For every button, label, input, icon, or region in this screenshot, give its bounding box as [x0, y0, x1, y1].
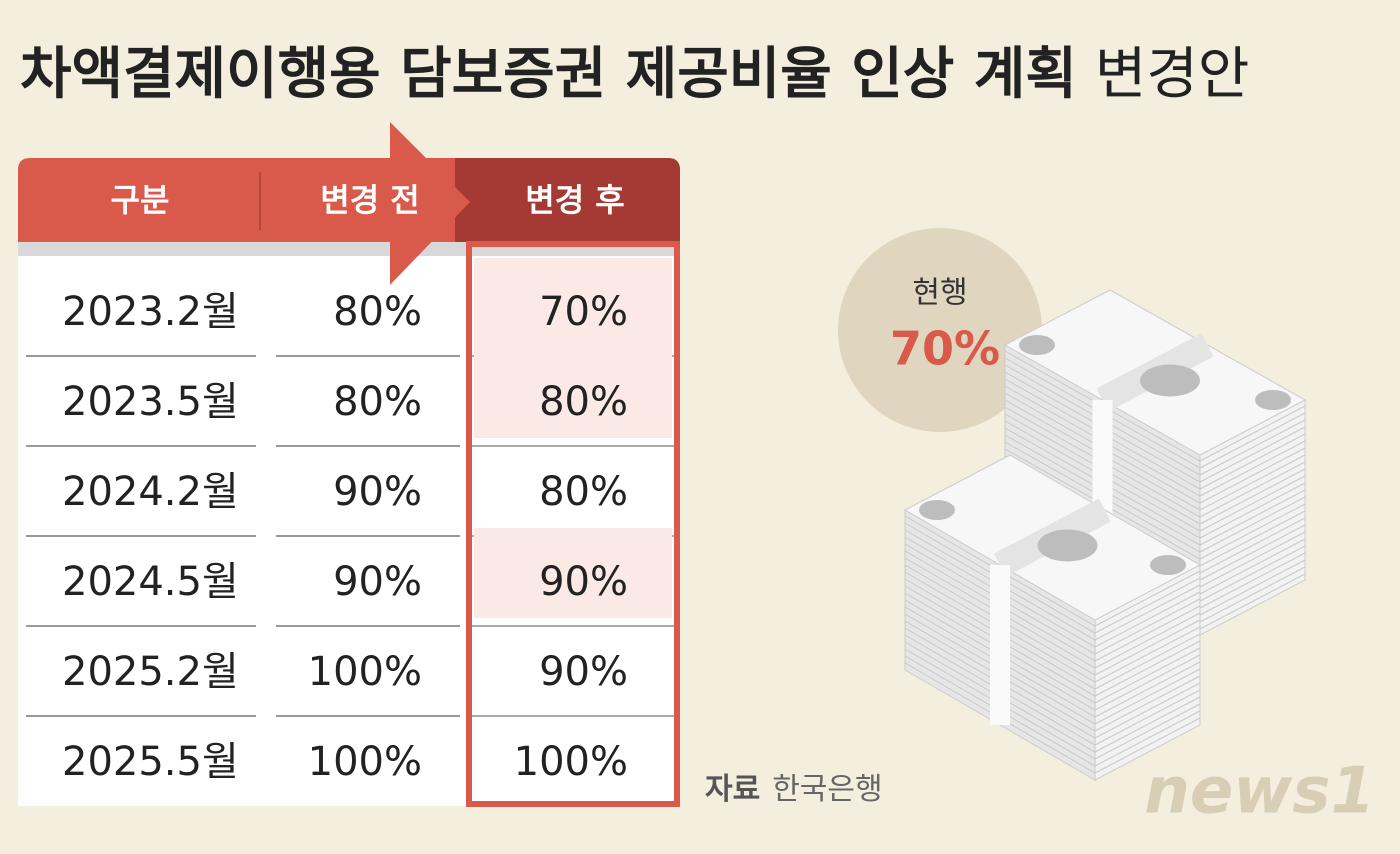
source: 자료 한국은행: [705, 772, 883, 807]
badge-value: 70%: [890, 322, 1000, 376]
badge-circle: [838, 228, 1042, 432]
band-side: [990, 565, 1010, 725]
bill-edge: [904, 564, 1201, 676]
date-cell: 2023.2월: [62, 289, 239, 335]
bill-corner: [1019, 335, 1055, 355]
bill-edge: [1004, 371, 1306, 483]
bill-edge: [904, 529, 1201, 641]
header-cell: 변경 전: [320, 181, 419, 219]
bill-edge: [1004, 350, 1306, 462]
bill-edge: [904, 634, 1201, 746]
after-cell: 80%: [539, 379, 628, 425]
bill-edge: [1004, 406, 1306, 518]
bill-edge: [904, 550, 1201, 662]
bill-edge: [1004, 385, 1306, 497]
after-cell: 70%: [539, 289, 628, 335]
bill-edge: [1004, 448, 1306, 560]
bill-edge: [1004, 420, 1306, 532]
bill-edge: [904, 662, 1201, 774]
bill-edge: [904, 543, 1201, 655]
bill-edge: [1004, 399, 1306, 511]
bill-edge: [1004, 378, 1306, 490]
before-cell: 90%: [333, 469, 422, 515]
date-cell: 2024.2월: [62, 469, 239, 515]
arrow: [390, 122, 470, 285]
logo: news1: [1144, 755, 1375, 829]
bill-corner: [919, 500, 955, 520]
bill-edge: [1004, 413, 1306, 525]
bill-edge: [904, 522, 1201, 634]
source-label: 자료: [705, 772, 760, 807]
bill-edge: [1004, 427, 1306, 539]
bill-edge: [1004, 392, 1306, 504]
bill-edge: [904, 536, 1201, 648]
bill-edge: [904, 585, 1201, 697]
bill-edge: [904, 627, 1201, 739]
title: 차액결제이행용 담보증권 제공비율 인상 계획 변경안: [20, 42, 1249, 107]
bill-edge: [904, 599, 1201, 711]
before-cell: 80%: [333, 379, 422, 425]
bill-edge: [1004, 357, 1306, 469]
bill-corner: [1255, 390, 1291, 410]
bill-edge: [904, 613, 1201, 725]
bill-edge: [904, 515, 1201, 627]
highlight-cell: [474, 528, 672, 618]
bill-seal: [1140, 364, 1200, 397]
bill-edge: [904, 648, 1201, 760]
bill-corner: [1150, 555, 1186, 575]
bill-edge: [904, 571, 1201, 683]
table-body: [18, 256, 470, 806]
source-name: 한국은행: [772, 772, 882, 807]
title-suffix: 변경안: [1095, 42, 1250, 107]
header-cell: 변경 후: [525, 181, 624, 219]
date-cell: 2025.5월: [62, 739, 239, 785]
date-cell: 2023.5월: [62, 379, 239, 425]
bill-edge: [904, 655, 1201, 767]
before-cell: 80%: [333, 289, 422, 335]
bill-edge: [1004, 364, 1306, 476]
bill-edge: [904, 641, 1201, 753]
header-after-bg: [455, 158, 680, 242]
bill-edge: [1004, 441, 1306, 553]
before-cell: 90%: [333, 559, 422, 605]
bill-edge: [904, 592, 1201, 704]
before-cell: 100%: [308, 739, 422, 785]
bill-edge: [904, 620, 1201, 732]
bill-edge: [904, 606, 1201, 718]
bill-edge: [904, 578, 1201, 690]
after-cell: 100%: [514, 739, 628, 785]
after-cell: 90%: [539, 559, 628, 605]
date-cell: 2024.5월: [62, 559, 239, 605]
highlight-cell: [474, 258, 672, 348]
header-cell: 구분: [111, 181, 170, 219]
after-col-border: [466, 241, 680, 807]
bill-seal: [1037, 529, 1098, 562]
before-cell: 100%: [308, 649, 422, 695]
bill-edge: [904, 557, 1201, 669]
money-illustration: [903, 289, 1307, 781]
badge-label: 현행: [912, 276, 967, 311]
after-cell: 90%: [539, 649, 628, 695]
date-cell: 2025.2월: [62, 649, 239, 695]
bill-edge: [1004, 434, 1306, 546]
highlight-cell: [474, 348, 672, 438]
after-cell: 80%: [539, 469, 628, 515]
title-main: 차액결제이행용 담보증권 제공비율 인상 계획: [20, 42, 1077, 107]
